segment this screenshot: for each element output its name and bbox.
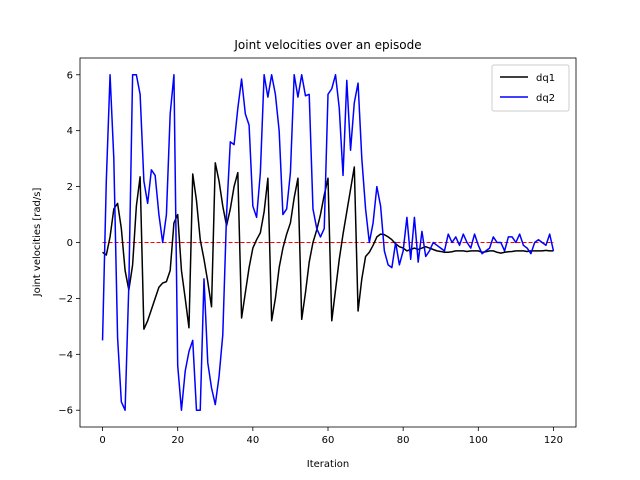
x-tick-label: 120 xyxy=(544,435,563,446)
y-tick-label: 6 xyxy=(67,70,73,81)
legend-box xyxy=(491,64,570,112)
x-axis-label: Iteration xyxy=(307,459,349,470)
x-tick-label: 80 xyxy=(397,435,410,446)
y-axis-label: Joint velocities [rad/s] xyxy=(32,188,43,298)
chart-title: Joint velocities over an episode xyxy=(233,38,421,52)
x-tick-label: 100 xyxy=(469,435,488,446)
y-tick-label: −6 xyxy=(58,406,73,417)
legend-label-dq1: dq1 xyxy=(536,73,555,84)
x-tick-label: 60 xyxy=(322,435,335,446)
legend: dq1 dq2 xyxy=(491,64,570,112)
y-tick-label: −2 xyxy=(58,294,73,305)
y-tick-label: 2 xyxy=(67,182,73,193)
x-tick-label: 40 xyxy=(246,435,259,446)
x-tick-label: 0 xyxy=(99,435,105,446)
y-tick-label: −4 xyxy=(58,350,73,361)
y-tick-label: 0 xyxy=(67,238,73,249)
x-tick-label: 20 xyxy=(171,435,184,446)
y-tick-label: 4 xyxy=(67,126,73,137)
series-line-dq1 xyxy=(102,162,554,330)
legend-label-dq2: dq2 xyxy=(536,93,555,104)
plot-area: 0 20 40 60 80 100 120 −6 −4 −2 0 2 4 6 xyxy=(58,57,577,446)
series-line-dq2 xyxy=(101,74,555,411)
